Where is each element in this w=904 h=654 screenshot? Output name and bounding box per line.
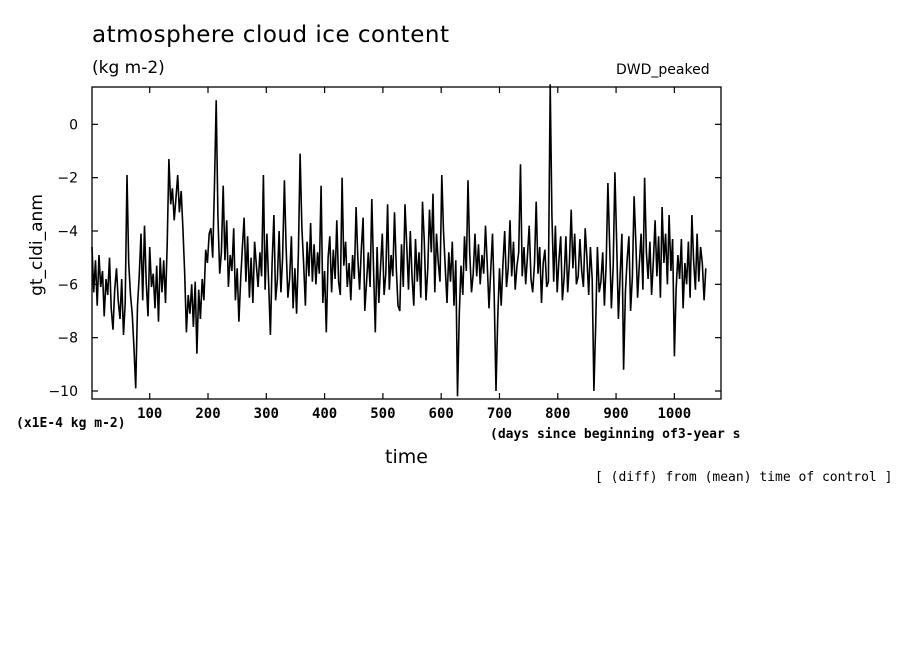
x-tick-label: 300 xyxy=(254,406,279,422)
y-scale-note: (x1E-4 kg m-2) xyxy=(16,416,126,431)
x-tick-label: 500 xyxy=(370,406,395,422)
x-tick-label: 700 xyxy=(487,406,512,422)
x-axis-ticks: 100 200 300 400 500 600 700 800 900 1000 xyxy=(137,87,691,422)
x-tick-label: 100 xyxy=(137,406,162,422)
x-axis-note: (days since beginning of3-year s xyxy=(490,427,741,442)
chart-title: atmosphere cloud ice content xyxy=(92,22,450,48)
y-tick-label: −4 xyxy=(57,224,78,240)
chart-units: (kg m-2) xyxy=(92,58,165,78)
plot-frame xyxy=(91,86,722,400)
footnote: [ (diff) from (mean) time of control ] xyxy=(595,470,893,485)
y-tick-label: −10 xyxy=(48,384,78,400)
x-tick-label: 600 xyxy=(429,406,454,422)
x-tick-label: 1000 xyxy=(658,406,692,422)
x-tick-label: 800 xyxy=(545,406,570,422)
y-tick-label: −8 xyxy=(57,331,78,347)
x-tick-label: 900 xyxy=(603,406,628,422)
x-axis-label: time xyxy=(385,446,428,468)
series-line xyxy=(91,84,707,397)
run-label: DWD_peaked xyxy=(616,62,710,78)
y-axis-ticks: 0 −2 −4 −6 −8 −10 xyxy=(48,117,721,400)
x-tick-label: 200 xyxy=(195,406,220,422)
y-tick-label: −6 xyxy=(57,277,78,293)
y-tick-label: −2 xyxy=(57,171,78,187)
x-tick-label: 400 xyxy=(312,406,337,422)
y-tick-label: 0 xyxy=(69,117,78,133)
